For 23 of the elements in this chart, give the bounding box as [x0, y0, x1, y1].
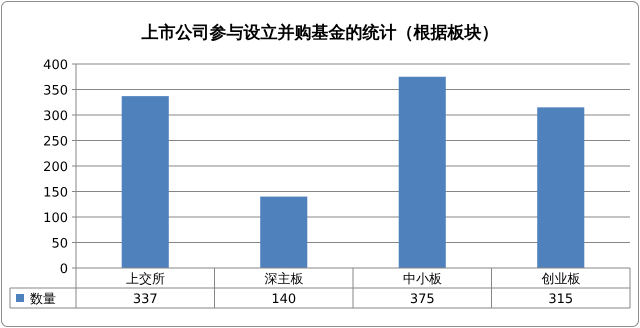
legend-label: 数量 — [30, 292, 56, 307]
data-label: 315 — [548, 292, 574, 307]
y-tick-label: 0 — [60, 262, 68, 277]
data-label: 337 — [132, 292, 158, 307]
bar — [122, 96, 169, 268]
y-tick-label: 100 — [43, 211, 68, 226]
x-tick-label: 深主板 — [264, 271, 304, 287]
bar — [260, 196, 308, 268]
chart-title: 上市公司参与设立并购基金的统计（根据板块） — [140, 23, 498, 43]
y-tick-label: 400 — [43, 58, 68, 73]
bar — [537, 107, 584, 268]
y-tick-label: 300 — [43, 109, 68, 124]
y-tick-label: 200 — [43, 160, 68, 175]
data-label: 375 — [410, 292, 435, 307]
x-tick-label: 上交所 — [126, 271, 165, 287]
y-tick-label: 250 — [43, 134, 68, 150]
data-label: 140 — [271, 292, 296, 307]
x-tick-label: 中小板 — [402, 272, 442, 287]
y-tick-label: 50 — [51, 236, 68, 252]
y-tick-label: 150 — [43, 186, 68, 200]
bar — [398, 76, 446, 268]
y-tick-label: 350 — [43, 84, 68, 98]
x-tick-label: 创业板 — [541, 272, 580, 287]
